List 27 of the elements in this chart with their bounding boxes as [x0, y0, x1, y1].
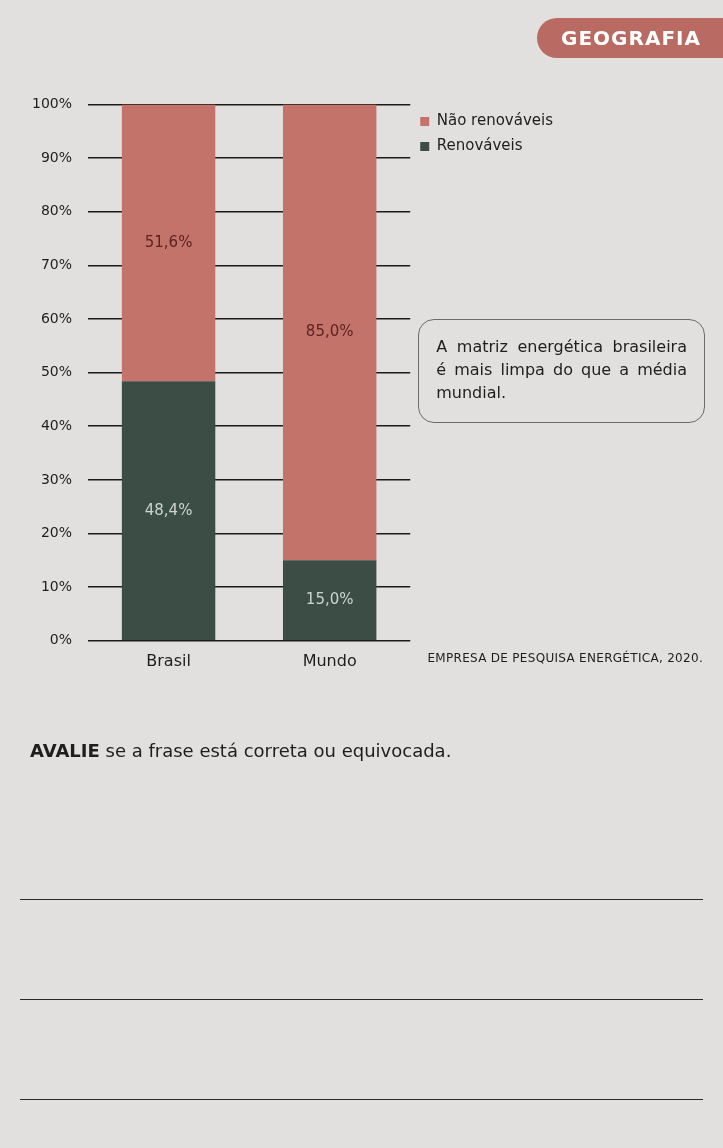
bar — [121, 381, 216, 641]
y-tick-label: 70% — [40, 255, 73, 272]
y-tick-label: 60% — [40, 309, 73, 326]
data-label: 15,0% — [305, 590, 354, 609]
y-tick-label: 80% — [40, 202, 73, 219]
data-label: 85,0% — [305, 322, 354, 341]
x-tick-label: Mundo — [302, 650, 357, 670]
y-tick-label: 100% — [31, 95, 73, 112]
legend-label: Renováveis — [436, 136, 523, 155]
y-tick-label: 0% — [49, 631, 73, 648]
y-tick-label: 10% — [40, 577, 73, 594]
bar — [282, 560, 377, 641]
x-tick-label: Brasil — [146, 650, 191, 670]
y-tick-label: 40% — [40, 416, 73, 433]
y-tick-label: 20% — [40, 524, 73, 541]
y-tick-label: 50% — [40, 363, 73, 380]
text: AVALIE se a frase está correta ou equivocada. — [30, 740, 452, 761]
header-tab: GEOGRAFIA — [537, 18, 723, 58]
text: EMPRESA DE PESQUISA ENERGÉTICA, 2020. — [427, 650, 703, 665]
data-label: 48,4% — [144, 500, 193, 519]
data-label: 51,6% — [144, 232, 193, 251]
text: A matriz energética brasileira é mais limpa do que a média mundial. — [436, 335, 687, 405]
bar — [121, 104, 216, 382]
bar — [282, 104, 377, 561]
legend-label: Não renováveis — [436, 111, 554, 130]
y-tick-label: 90% — [40, 148, 73, 165]
y-tick-label: 30% — [40, 470, 73, 487]
